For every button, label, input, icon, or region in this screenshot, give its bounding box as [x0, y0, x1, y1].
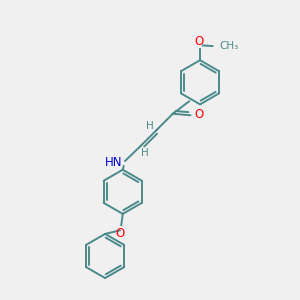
Text: HN: HN [105, 156, 123, 169]
Text: O: O [195, 35, 204, 48]
Text: O: O [116, 227, 125, 240]
Text: H: H [146, 121, 154, 130]
Text: O: O [194, 108, 203, 121]
Text: CH₃: CH₃ [219, 41, 238, 51]
Text: H: H [141, 148, 149, 158]
